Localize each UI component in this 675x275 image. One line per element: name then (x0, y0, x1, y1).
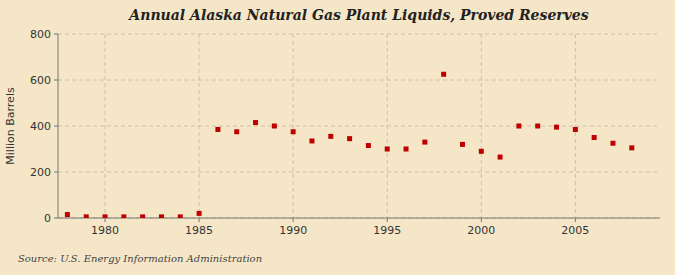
point (422, 140, 427, 145)
point (460, 142, 465, 147)
x-axis-line (58, 218, 660, 219)
points (65, 72, 634, 218)
x-tick-label: 2005 (561, 224, 589, 237)
point (215, 127, 220, 132)
point (103, 214, 108, 218)
y-grid-line (58, 218, 660, 219)
y-tick-label: 400 (30, 120, 51, 133)
point (404, 147, 409, 152)
point (498, 155, 503, 160)
point (121, 214, 126, 218)
point (309, 138, 314, 143)
x-tick-label: 2000 (467, 224, 495, 237)
x-tick (575, 218, 576, 222)
y-tick (54, 80, 58, 81)
point (234, 129, 239, 134)
point (516, 124, 521, 129)
point (272, 124, 277, 129)
y-axis-label: Million Barrels (4, 87, 17, 165)
y-tick-label: 800 (30, 28, 51, 41)
point (441, 72, 446, 77)
y-grid-line (58, 172, 660, 173)
point (347, 136, 352, 141)
point (84, 214, 89, 218)
source-note: Source: U.S. Energy Information Administ… (18, 253, 262, 264)
point (479, 149, 484, 154)
y-tick-label: 600 (30, 74, 51, 87)
x-grid-line (481, 34, 482, 218)
point (366, 143, 371, 148)
y-tick (54, 126, 58, 127)
point (554, 125, 559, 130)
chart: 1980 1985 1990 1995 2000 2005 0 200 400 600 800 Ann… (0, 0, 675, 275)
point (65, 212, 70, 217)
background (0, 0, 675, 275)
point (573, 127, 578, 132)
x-tick-label: 1995 (373, 224, 401, 237)
x-grid-line (105, 34, 106, 218)
point (535, 124, 540, 129)
y-tick-label: 0 (44, 212, 51, 225)
point (197, 211, 202, 216)
point (291, 129, 296, 134)
y-tick-label: 200 (30, 166, 51, 179)
point (178, 214, 183, 218)
point (592, 135, 597, 140)
x-tick-label: 1980 (91, 224, 119, 237)
point (610, 141, 615, 146)
y-grid-line (58, 80, 660, 81)
y-tick (54, 34, 58, 35)
x-tick (293, 218, 294, 222)
x-tick-label: 1990 (279, 224, 307, 237)
x-grid-line (387, 34, 388, 218)
x-tick (105, 218, 106, 222)
point (328, 134, 333, 139)
x-tick (481, 218, 482, 222)
y-tick (54, 172, 58, 173)
x-grid-line (199, 34, 200, 218)
x-tick (387, 218, 388, 222)
y-grid-line (58, 126, 660, 127)
point (385, 147, 390, 152)
y-tick (54, 218, 58, 219)
y-grid-line (58, 34, 660, 35)
x-grid-line (293, 34, 294, 218)
point (159, 214, 164, 218)
point (253, 120, 258, 125)
x-tick-label: 1985 (185, 224, 213, 237)
x-tick (199, 218, 200, 222)
x-grid-line (575, 34, 576, 218)
point (629, 145, 634, 150)
point (140, 214, 145, 218)
title: Annual Alaska Natural Gas Plant Liquids,… (127, 7, 588, 23)
